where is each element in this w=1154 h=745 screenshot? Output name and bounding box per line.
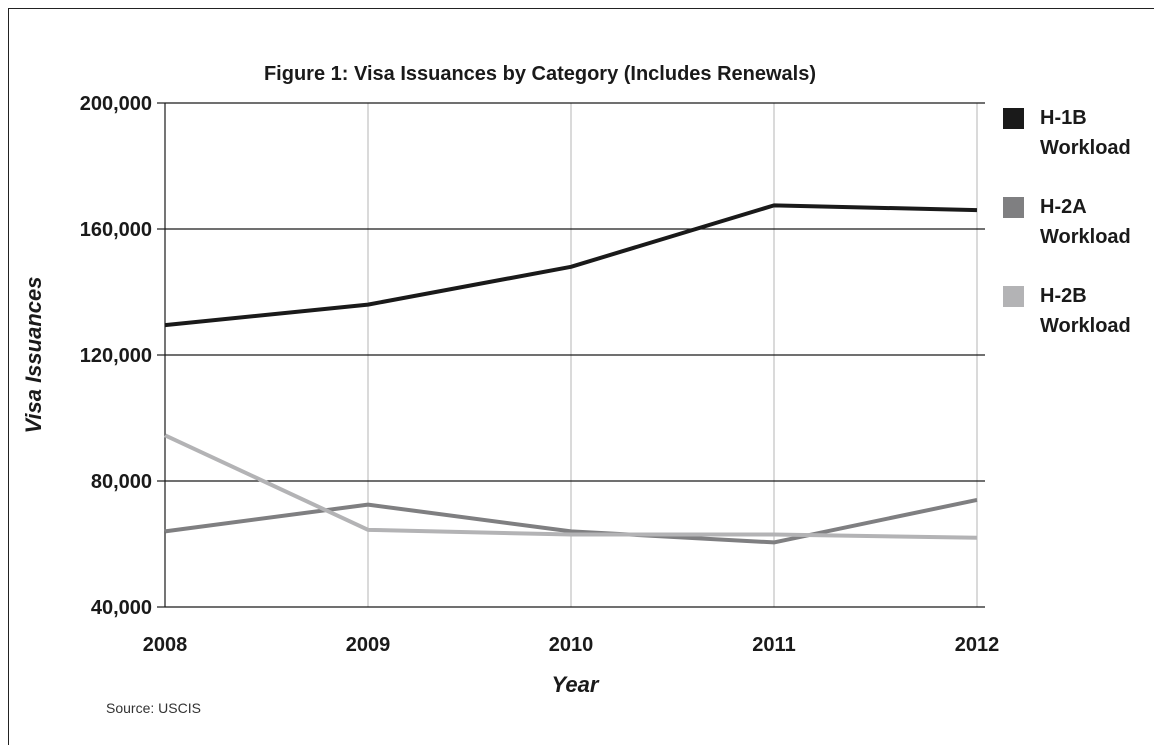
legend-swatch: [1003, 286, 1024, 307]
x-tick-label: 2008: [143, 634, 188, 656]
x-tick-label: 2010: [549, 634, 594, 656]
y-axis-ticks: 200,000 160,000 120,000 80,000 40,000: [80, 93, 152, 619]
source-note: Source: USCIS: [106, 700, 201, 716]
y-tick-label: 80,000: [91, 471, 152, 493]
legend-label: H-1B: [1040, 107, 1087, 129]
chart-title: Figure 1: Visa Issuances by Category (In…: [264, 63, 816, 85]
series-lines: [164, 203, 978, 545]
x-tick-label: 2012: [955, 634, 1000, 656]
y-tick-label: 200,000: [80, 93, 152, 115]
gridlines: [157, 102, 985, 608]
legend-label: Workload: [1040, 226, 1131, 248]
series-line-h-1b-workload: [164, 203, 978, 328]
series-line-h-2b-workload: [164, 433, 978, 540]
legend-label: H-2A: [1040, 196, 1087, 218]
legend-label: Workload: [1040, 315, 1131, 337]
chart-frame: [8, 8, 1154, 745]
series-line-h-2a-workload: [164, 497, 978, 545]
legend-swatch: [1003, 197, 1024, 218]
x-tick-label: 2009: [346, 634, 391, 656]
y-axis-title: Visa Issuances: [21, 277, 46, 434]
legend-swatch: [1003, 108, 1024, 129]
x-tick-label: 2011: [752, 634, 795, 656]
x-axis-ticks: 2008 2009 2010 2011 2012: [143, 634, 1000, 656]
legend-label: H-2B: [1040, 285, 1087, 307]
x-axis-title: Year: [552, 672, 600, 697]
legend: H-1B Workload H-2A Workload H-2B Workload: [1003, 107, 1131, 337]
y-tick-label: 160,000: [80, 219, 152, 241]
legend-label: Workload: [1040, 137, 1131, 159]
y-tick-label: 120,000: [80, 345, 152, 367]
y-tick-label: 40,000: [91, 597, 152, 619]
